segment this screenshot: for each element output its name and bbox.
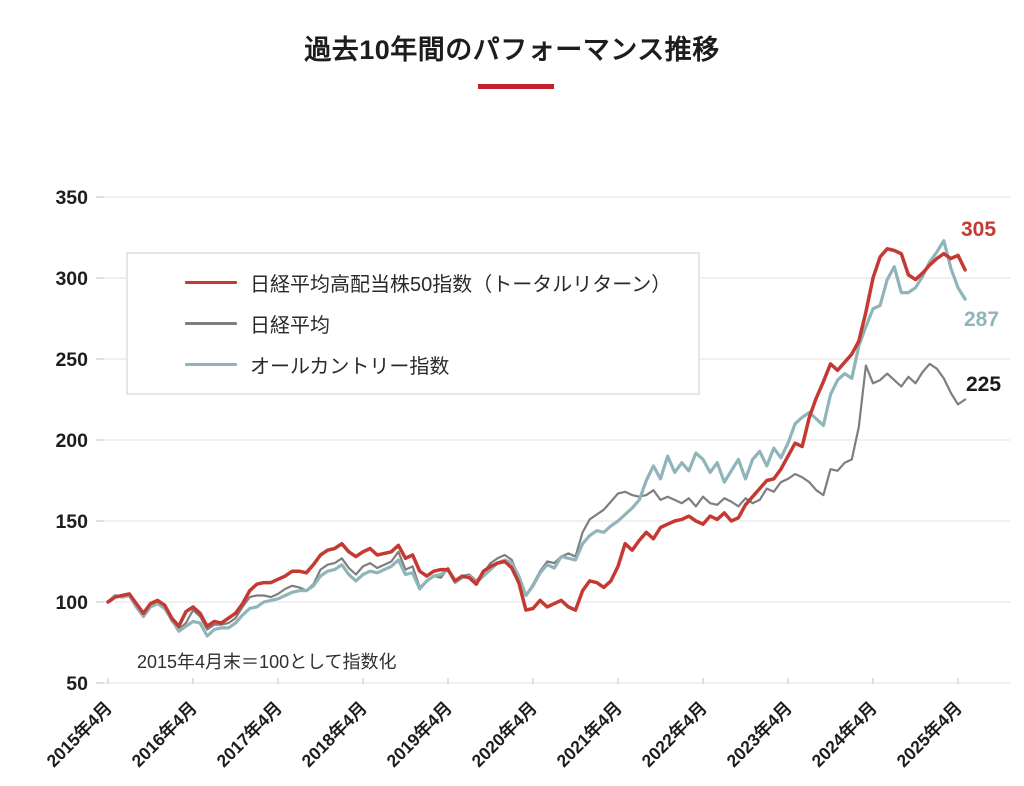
legend-label: 日経平均高配当株50指数（トータルリターン）	[250, 274, 672, 296]
y-tick-label: 150	[55, 511, 88, 533]
x-tick-label: 2024年4月	[808, 698, 881, 771]
x-tick-label: 2025年4月	[893, 698, 966, 771]
y-tick-label: 100	[55, 592, 88, 614]
end-value-all-country: 287	[964, 308, 1000, 331]
all-country-index-line	[106, 239, 967, 638]
legend-item-high-dividend-50: 日経平均高配当株50指数（トータルリターン）	[185, 268, 698, 297]
end-value-nikkei-average: 225	[966, 373, 1002, 396]
legend-item-all-country: オールカントリー指数	[185, 350, 698, 379]
x-tick-label: 2018年4月	[298, 698, 371, 771]
legend-item-nikkei-average: 日経平均	[185, 309, 698, 338]
legend-box: 日経平均高配当株50指数（トータルリターン） 日経平均 オールカントリー指数	[126, 252, 700, 395]
title-underline-accent	[478, 84, 554, 89]
x-tick-label: 2016年4月	[128, 698, 201, 771]
x-tick-label: 2015年4月	[43, 698, 116, 771]
y-axis-ticks	[96, 196, 104, 684]
x-tick-label: 2022年4月	[638, 698, 711, 771]
y-tick-label: 200	[55, 430, 88, 452]
x-tick-label: 2021年4月	[553, 698, 626, 771]
y-tick-label: 50	[66, 673, 88, 695]
gray-line-sample-icon	[185, 322, 237, 325]
legend-label: 日経平均	[250, 315, 330, 337]
x-tick-label: 2023年4月	[723, 698, 796, 771]
y-tick-label: 250	[55, 349, 88, 371]
y-axis-labels: 350 300 250 200 150 100 50	[55, 187, 88, 695]
high-dividend-50-total-return-line	[106, 247, 967, 629]
y-tick-label: 300	[55, 268, 88, 290]
legend-label: オールカントリー指数	[250, 356, 450, 378]
x-tick-label: 2017年4月	[213, 698, 286, 771]
page-title: 過去10年間のパフォーマンス推移	[304, 35, 720, 65]
end-value-high-dividend-50: 305	[961, 218, 997, 241]
x-axis-labels: 2015年4月 2016年4月 2017年4月 2018年4月 2019年4月 …	[43, 698, 966, 771]
x-tick-label: 2019年4月	[383, 698, 456, 771]
red-line-sample-icon	[185, 280, 237, 285]
index-base-note: 2015年4月末＝100として指数化	[137, 652, 397, 672]
x-tick-label: 2020年4月	[468, 698, 541, 771]
x-axis-ticks	[107, 678, 959, 684]
nikkei-average-line	[106, 362, 967, 631]
teal-line-sample-icon	[185, 362, 237, 367]
y-tick-label: 350	[55, 187, 88, 209]
